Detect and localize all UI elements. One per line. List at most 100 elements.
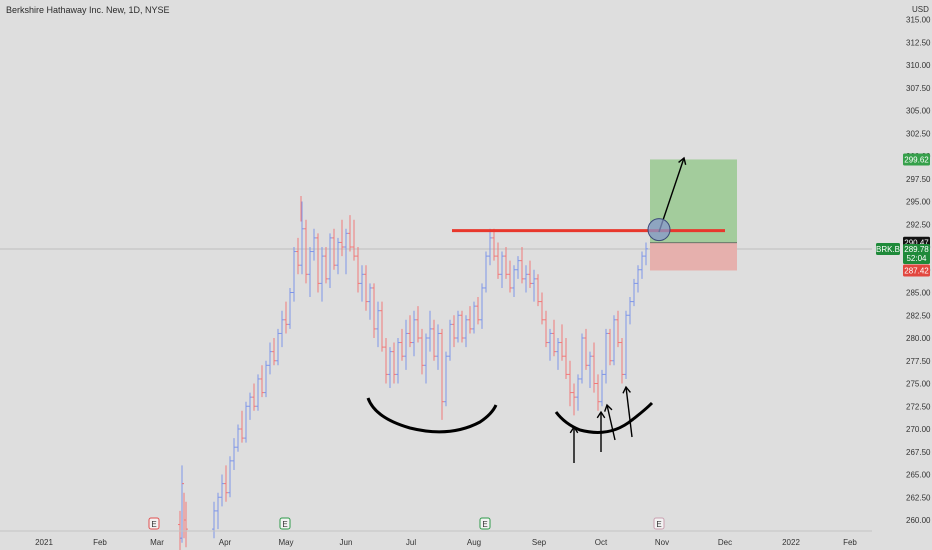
ohlc-bar [248,392,252,420]
ohlc-bar [568,360,572,407]
ohlc-bar [392,342,396,384]
ohlc-bar [480,283,484,329]
symbol-tag-bg [876,243,900,256]
ohlc-bar [396,338,400,384]
price-axis: 317.50 315.00 312.50 310.00 307.50 305.00 302.… [872,0,932,550]
time-axis: 2021 Feb Mar Apr May Jun Jul Aug Sep Oct Nov Dec 202… [0,517,872,547]
y-tick-label: 305.00 [906,107,931,116]
x-tick-label: Feb [843,538,857,547]
ohlc-bar [220,474,224,507]
left-cup-arc [366,397,498,434]
ohlc-bar [572,383,576,416]
ohlc-bar [384,338,388,384]
ohlc-bar [300,201,304,275]
earnings-marker-label: E [282,520,287,529]
earnings-marker-label: E [151,520,156,529]
ohlc-bar [216,492,220,530]
y-tick-label: 265.00 [906,471,931,480]
ohlc-bar [516,256,520,279]
ohlc-bar [608,328,612,366]
x-tick-label: Jun [340,538,353,547]
countdown-text: 52:04 [906,254,927,263]
ohlc-bar [316,233,320,293]
ohlc-bar [560,324,564,361]
earnings-marker-label: E [482,520,487,529]
ohlc-bar [432,319,436,361]
drawings-layer[interactable] [366,156,725,463]
ohlc-bar [592,342,596,393]
ohlc-bar [456,310,460,343]
ohlc-bar [240,410,244,443]
arrow-shaft [606,404,616,441]
ohlc-bar [256,374,260,411]
ohlc-bar [182,483,186,539]
loss-zone [650,242,737,271]
up-arrow [596,410,606,452]
ohlc-bar [336,237,340,275]
current-price-text: 289.78 [904,245,929,254]
ohlc-bar [416,306,420,343]
ohlc-bar [280,310,284,348]
ohlc-bar [368,283,372,320]
x-tick-label: Apr [219,538,232,547]
ohlc-bar [636,265,640,293]
ohlc-bar [508,260,512,293]
ohlc-bar [352,219,356,261]
ohlc-bar [178,510,182,550]
stop-price-tag: 287.42 [903,264,930,277]
up-arrow [569,425,579,463]
earnings-marker [279,517,291,530]
ohlc-bar [252,383,256,411]
ohlc-bar [356,247,360,293]
earnings-marker [479,517,491,530]
ohlc-bar [520,247,524,284]
arrow-head [678,156,687,165]
ohlc-bar [492,228,496,261]
ohlc-bar [332,228,336,270]
ohlc-bar [496,242,500,279]
x-tick-label: Feb [93,538,107,547]
breakout-circle [647,218,671,242]
ohlc-bar [296,237,300,275]
y-tick-label: 302.50 [906,129,931,138]
y-tick-label: 292.50 [906,220,931,229]
ohlc-bar [544,310,548,348]
x-tick-label: 2022 [782,538,800,547]
x-tick-label: Nov [655,538,669,547]
ohlc-bar [404,319,408,370]
ohlc-bar [292,247,296,302]
ohlc-bar [308,247,312,298]
current-price-bg [903,244,930,265]
ohlc-bar [260,365,264,398]
ohlc-bar [612,315,616,366]
ohlc-bar [276,328,280,366]
target-price-tag-text: 299.62 [904,155,929,164]
ohlc-bar [596,374,600,411]
ohlc-bar [528,260,532,288]
x-tick-label: Sep [532,538,547,547]
ohlc-bar [388,347,392,389]
y-tick-label: 272.50 [906,402,931,411]
ohlc-bar [576,374,580,411]
ohlc-bar [468,306,472,334]
ohlc-bar [340,219,344,257]
symbol-tag-text: BRK.B [876,245,900,254]
ohlc-bar [232,438,236,470]
ohlc-bar [504,247,508,279]
ohlc-bar [264,360,268,398]
y-tick-label: 310.00 [906,61,931,70]
ohlc-bar [536,274,540,307]
position-zones [650,159,737,271]
stop-price-tag-bg [903,264,930,277]
ohlc-bar [632,278,636,307]
ohlc-bar [628,297,632,325]
ohlc-bar [600,369,604,407]
ohlc-bar [644,242,648,266]
ohlc-bar [548,328,552,361]
ohlc-bar [428,310,432,352]
ohlc-bar [372,283,376,338]
ohlc-bar [448,319,452,361]
ohlc-bar [284,301,288,334]
ohlc-bar [512,265,516,298]
